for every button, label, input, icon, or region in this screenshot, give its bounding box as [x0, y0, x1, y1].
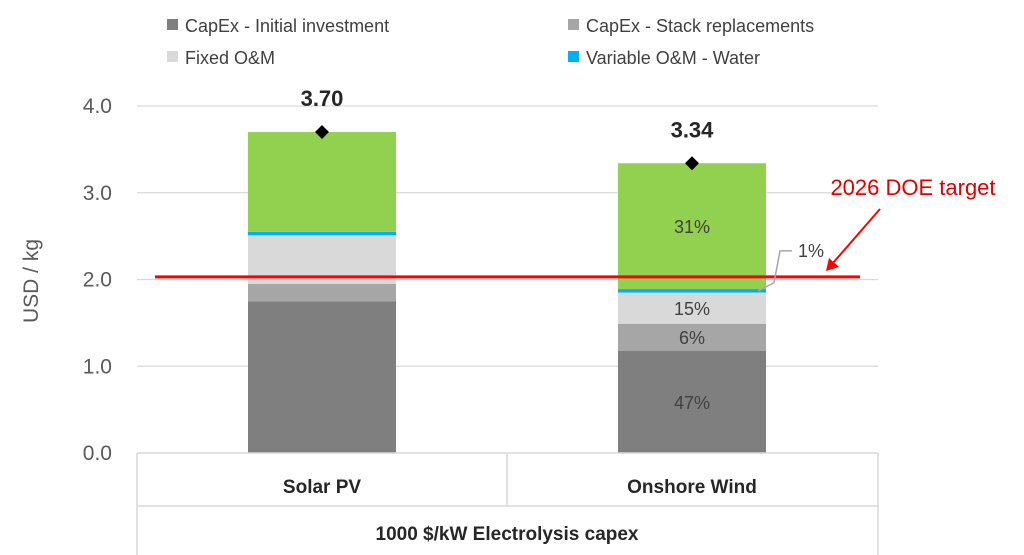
total-marker	[685, 156, 699, 171]
legend-label-variable-om-water: Variable O&M - Water	[586, 48, 760, 68]
y-tick-label: 4.0	[83, 95, 112, 118]
legend-swatch-capex-initial	[167, 19, 178, 30]
target-label: 2026 DOE target	[830, 175, 995, 200]
bars	[248, 132, 766, 453]
overlay: 2026 DOE target 3.70 3.34 47% 6% 15% 31% 1%	[155, 86, 996, 413]
bar-segment	[248, 301, 396, 453]
total-label: 3.70	[301, 86, 344, 111]
segment-label: 31%	[674, 217, 710, 237]
target-arrow-line	[832, 208, 881, 264]
bar-segment	[618, 163, 766, 290]
y-axis-label: USD / kg	[20, 239, 43, 323]
target-arrow-head	[826, 258, 839, 271]
bar-segment	[248, 132, 396, 232]
category-axis: Solar PV Onshore Wind 1000 $/kW Electrol…	[136, 452, 879, 555]
legend-label-capex-initial: CapEx - Initial investment	[185, 16, 389, 36]
legend-label-fixed-om: Fixed O&M	[185, 48, 275, 68]
y-tick-label: 3.0	[83, 182, 112, 205]
y-tick-label: 0.0	[83, 442, 112, 465]
y-tick-label: 2.0	[83, 269, 112, 292]
legend: CapEx - Initial investment CapEx - Stack…	[167, 16, 814, 68]
bar-segment	[618, 289, 766, 293]
segment-label: 47%	[674, 393, 710, 413]
legend-label-capex-stack: CapEx - Stack replacements	[586, 16, 814, 36]
legend-swatch-fixed-om	[167, 51, 178, 62]
segment-label: 15%	[674, 299, 710, 319]
category-label-solar-pv: Solar PV	[283, 477, 361, 498]
bar-segment	[618, 292, 766, 324]
y-axis-ticks: 0.0 1.0 2.0 3.0 4.0	[83, 95, 112, 465]
bar-segment	[248, 283, 396, 302]
segment-label-water: 1%	[798, 241, 824, 261]
leader-line	[757, 250, 792, 292]
total-label: 3.34	[671, 117, 715, 142]
category-label-onshore-wind: Onshore Wind	[627, 477, 757, 498]
group-label: 1000 $/kW Electrolysis capex	[376, 524, 639, 545]
bar-segment	[618, 323, 766, 351]
bar-segment	[618, 350, 766, 453]
legend-swatch-variable-om-water	[568, 51, 579, 62]
total-marker	[315, 125, 329, 140]
y-tick-label: 1.0	[83, 355, 112, 378]
legend-swatch-capex-stack	[568, 19, 579, 30]
bar-segment	[248, 231, 396, 236]
segment-label: 6%	[679, 328, 705, 348]
